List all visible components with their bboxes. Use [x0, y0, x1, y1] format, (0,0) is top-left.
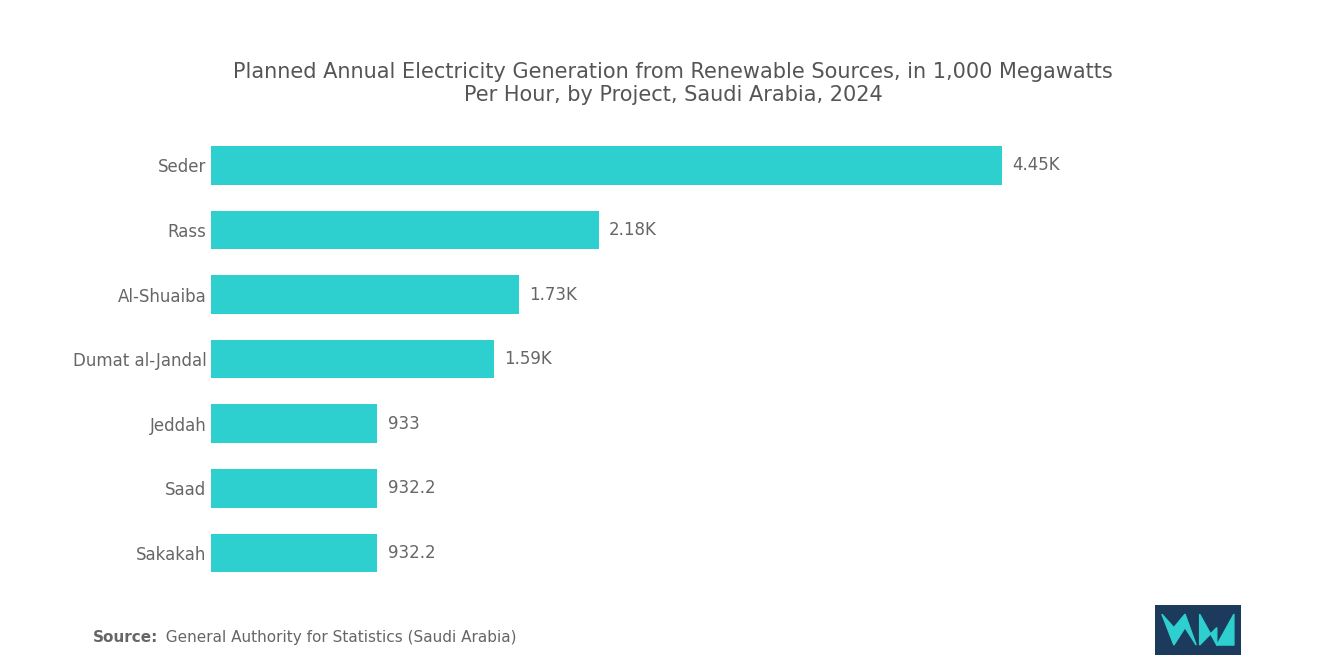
Text: 1.73K: 1.73K — [529, 285, 577, 303]
Text: 1.59K: 1.59K — [504, 350, 552, 368]
Bar — [211, 404, 378, 443]
Bar — [211, 211, 598, 249]
Text: 932.2: 932.2 — [388, 479, 436, 497]
Title: Planned Annual Electricity Generation from Renewable Sources, in 1,000 Megawatts: Planned Annual Electricity Generation fr… — [234, 62, 1113, 105]
Bar — [211, 533, 376, 573]
Text: Source:: Source: — [92, 630, 158, 645]
Bar — [211, 340, 494, 378]
Polygon shape — [1200, 614, 1234, 645]
Text: 932.2: 932.2 — [388, 544, 436, 562]
Polygon shape — [1162, 614, 1196, 645]
Bar — [211, 469, 376, 507]
Text: 933: 933 — [388, 415, 420, 433]
Bar — [211, 146, 1002, 185]
FancyBboxPatch shape — [1155, 605, 1241, 655]
Text: 4.45K: 4.45K — [1012, 156, 1060, 174]
Bar — [211, 275, 519, 314]
Text: General Authority for Statistics (Saudi Arabia): General Authority for Statistics (Saudi … — [156, 630, 516, 645]
Text: 2.18K: 2.18K — [610, 221, 657, 239]
